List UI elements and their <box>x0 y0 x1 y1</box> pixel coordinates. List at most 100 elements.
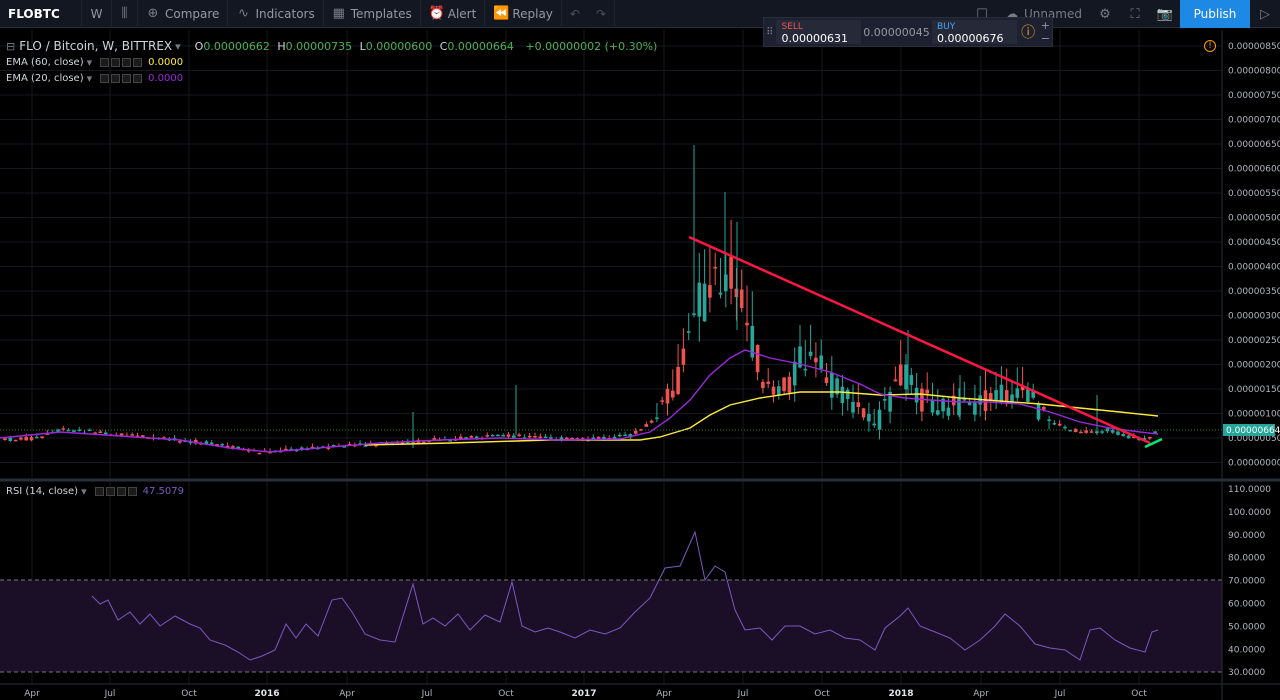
candle-body <box>459 436 463 440</box>
candle-body <box>8 437 13 442</box>
rsi-value: 47.5079 <box>142 486 184 497</box>
candle-body <box>872 423 876 426</box>
indicators-button[interactable]: ∿ Indicators <box>228 0 324 28</box>
close-icon[interactable] <box>127 487 137 496</box>
candles <box>3 145 1157 455</box>
main-legend: ⊟ FLO / Bitcoin, W, BITTREX ▾ O0.0000066… <box>6 39 657 53</box>
alert-button[interactable]: ⏰ Alert <box>421 0 486 28</box>
red-trendline[interactable] <box>688 235 1151 445</box>
rsi-legend[interactable]: RSI (14, close) ▾ 47.5079 <box>6 485 184 498</box>
candle-body <box>734 288 739 298</box>
rsi-tick-label: 110.0000 <box>1228 485 1271 495</box>
plus-icon[interactable] <box>122 58 132 67</box>
time-axis[interactable]: Apr Jul Oct 2016 Apr Jul Oct 2017 Apr Jul Oct 2018 A… <box>24 689 1147 699</box>
candle-body <box>559 437 564 441</box>
chevron-down-icon[interactable]: ▾ <box>86 56 93 69</box>
sell-button[interactable]: SELL 0.00000631 <box>776 20 862 45</box>
time-tick-label: Jul <box>104 689 116 699</box>
chevron-down-icon[interactable]: ▾ <box>81 485 87 498</box>
price-tick-label: 0.00000050 <box>1228 434 1280 444</box>
last-price-tag <box>1223 424 1275 436</box>
time-tick-label: 2017 <box>571 689 596 699</box>
settings-icon[interactable] <box>111 58 121 67</box>
ema60-legend[interactable]: EMA (60, close) ▾ 0.0000 <box>6 56 183 69</box>
eye-icon[interactable] <box>100 58 110 67</box>
candle-body <box>1121 434 1126 437</box>
candle-body <box>909 375 914 385</box>
candle-body <box>649 420 654 423</box>
plus-icon[interactable] <box>122 74 132 83</box>
templates-button[interactable]: ▦ Templates <box>324 0 421 28</box>
rsi-tick-label: 90.0000 <box>1228 531 1265 541</box>
chevron-down-icon[interactable]: ▾ <box>175 39 181 53</box>
candle-body <box>342 446 346 448</box>
time-tick-label: Jul <box>1054 689 1066 699</box>
time-tick-label: Jul <box>737 689 749 699</box>
time-tick-label: Oct <box>498 689 514 699</box>
candle-body <box>517 434 521 437</box>
candle-body <box>61 428 66 430</box>
candle-body <box>1042 406 1046 410</box>
candle-body <box>994 390 998 401</box>
layout-square-icon[interactable]: ☐ <box>976 6 988 22</box>
minus-icon[interactable]: − <box>1040 32 1050 45</box>
candle-body <box>448 440 452 442</box>
play-icon[interactable]: ▷ <box>1260 6 1270 22</box>
compare-button[interactable]: ⊕ Compare <box>138 0 229 28</box>
camera-icon[interactable]: 📷 <box>1156 6 1174 22</box>
ema60-value: 0.0000 <box>148 57 184 68</box>
candle-body <box>284 448 288 451</box>
plus-icon[interactable]: + <box>1040 19 1050 32</box>
candle-body <box>867 413 871 422</box>
green-trendline[interactable] <box>1144 437 1163 449</box>
ema60-line <box>364 391 1159 446</box>
quantity-stepper[interactable]: + − <box>1039 18 1052 46</box>
rsi-axis[interactable]: 110.0000 100.0000 90.0000 80.0000 70.0000 60.… <box>1228 485 1271 678</box>
undo-button[interactable]: ↶ <box>569 6 580 21</box>
info-icon[interactable]: ⓘ <box>1021 25 1036 41</box>
settings-icon[interactable] <box>111 74 121 83</box>
redo-button[interactable]: ↷ <box>588 0 616 28</box>
close-label: C <box>439 39 448 53</box>
symbol-search-button[interactable]: FLOBTC <box>0 0 82 28</box>
candle-body <box>830 372 834 398</box>
buy-button[interactable]: BUY 0.00000676 <box>931 20 1017 45</box>
candle-body <box>570 438 574 440</box>
low-label: L <box>359 39 366 53</box>
warning-icon[interactable]: ! <box>1204 40 1216 52</box>
candle-body <box>771 386 776 395</box>
candle-body <box>1132 436 1136 438</box>
chevron-down-icon[interactable]: ▾ <box>86 72 93 85</box>
interval-button[interactable]: W <box>82 0 112 28</box>
eye-icon[interactable] <box>100 74 110 83</box>
ema20-legend[interactable]: EMA (20, close) ▾ 0.0000 <box>6 72 183 85</box>
candle-body <box>77 429 81 431</box>
candle-body <box>1004 390 1009 404</box>
close-icon[interactable] <box>133 58 143 67</box>
time-tick-label: 2018 <box>888 689 913 699</box>
chart-type-button[interactable]: ⫼ <box>112 0 138 28</box>
candle-body <box>951 395 956 406</box>
eye-icon[interactable] <box>94 487 104 496</box>
settings-gear-icon[interactable]: ⚙ <box>1099 6 1111 22</box>
candle-body <box>904 364 908 390</box>
collapse-icon[interactable]: ⊟ <box>6 39 16 53</box>
drag-handle-icon[interactable]: ⠿ <box>766 26 774 38</box>
price-tick-label: 0.00000300 <box>1228 312 1280 322</box>
price-axis[interactable]: 0.00000850 0.00000800 0.00000750 0.00000700… <box>1228 42 1280 469</box>
candle-body <box>384 442 389 445</box>
replay-button[interactable]: ⏪ Replay <box>485 0 562 28</box>
close-icon[interactable] <box>133 74 143 83</box>
publish-button[interactable]: Publish <box>1180 0 1250 28</box>
price-tick-label: 0.00000650 <box>1228 140 1280 150</box>
ema20-line <box>0 349 1159 453</box>
candle-body <box>1142 438 1147 440</box>
settings-icon[interactable] <box>105 487 115 496</box>
plus-icon[interactable] <box>116 487 126 496</box>
candle-body <box>1100 431 1104 433</box>
fullscreen-icon[interactable]: ⛶ <box>1130 6 1140 22</box>
price-tick-label: 0.00000350 <box>1228 287 1280 297</box>
candle-body <box>782 377 786 392</box>
series-title[interactable]: FLO / Bitcoin, W, BITTREX <box>19 39 173 53</box>
